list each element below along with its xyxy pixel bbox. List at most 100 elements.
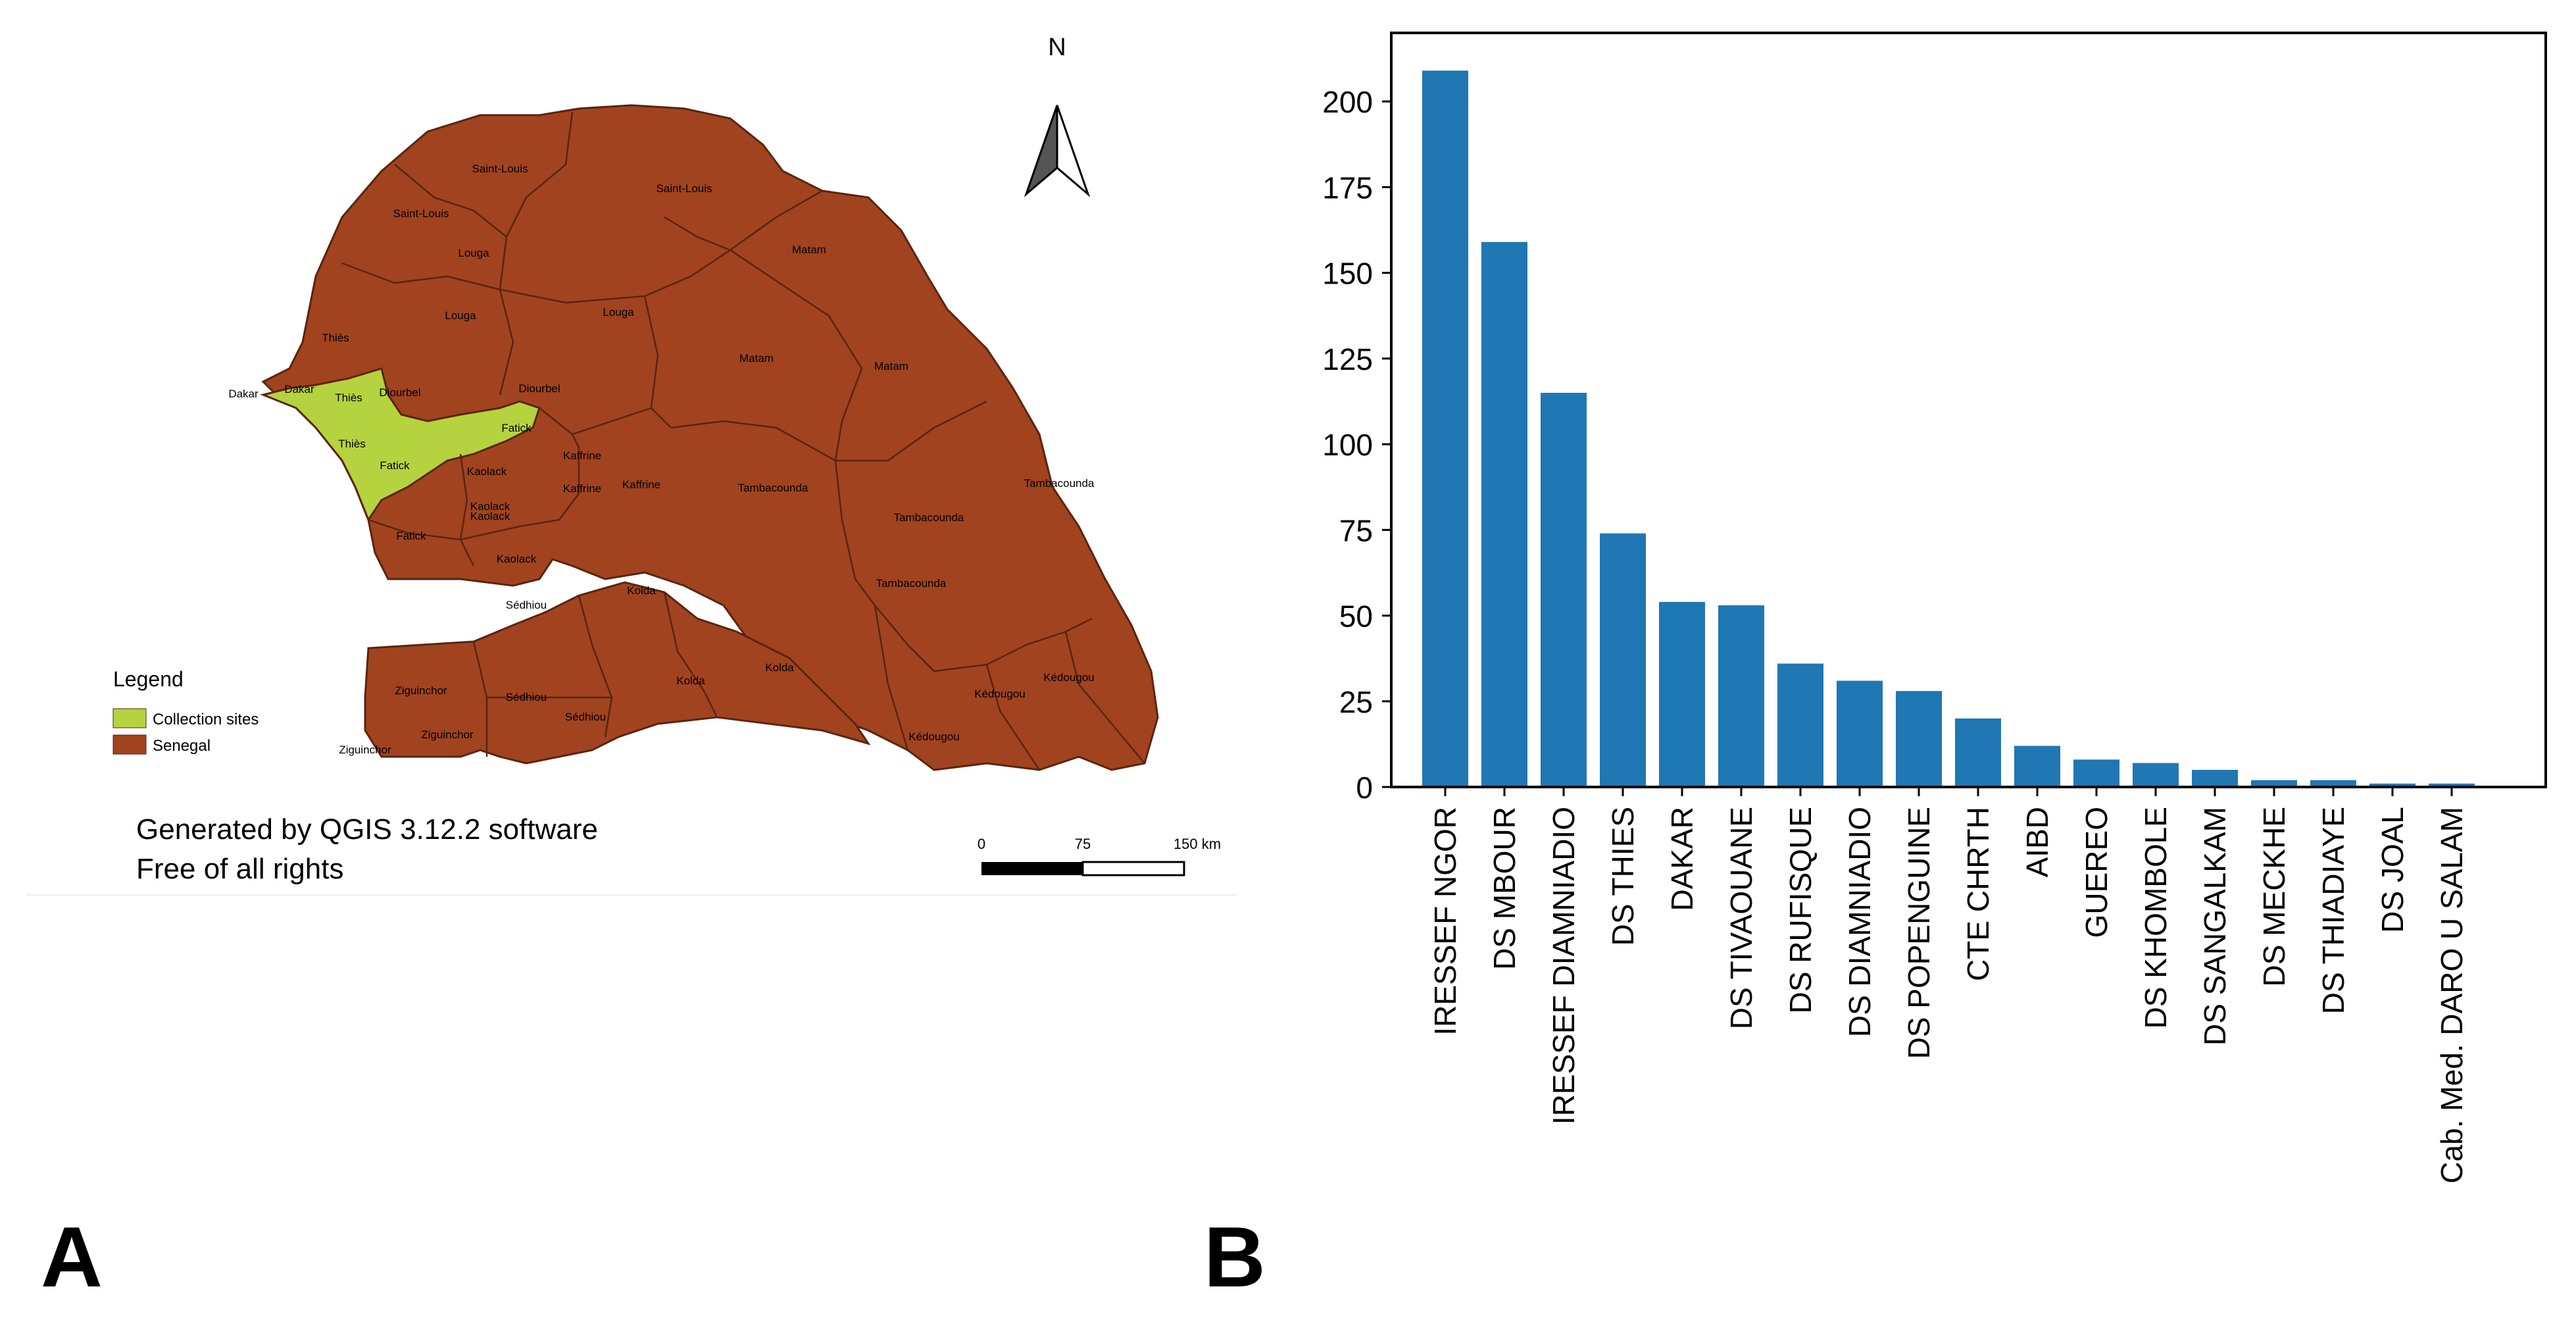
region-label: Thiès [322, 332, 349, 344]
scale-tick-0: 0 [978, 836, 985, 852]
region-label: Diourbel [518, 382, 560, 395]
panel-label-a: A [41, 1209, 103, 1305]
region-label: Louga [603, 306, 634, 318]
x-tick-label: AIBD [2020, 807, 2054, 877]
x-tick-label: DS RUFISQUE [1783, 807, 1818, 1013]
region-label: Matam [792, 243, 826, 256]
scale-tick-75: 75 [1075, 836, 1091, 852]
region-label: Kédougou [908, 730, 960, 743]
region-label: Saint-Louis [656, 182, 712, 195]
y-tick-label: 175 [1322, 170, 1373, 205]
region-label: Tambacounda [894, 511, 964, 524]
bar-2 [1541, 392, 1587, 787]
bar-10 [2014, 746, 2060, 787]
region-label: Sédhiou [506, 599, 547, 611]
region-labels: Saint-Louis Saint-Louis Saint-Louis Louga Lo… [228, 163, 1095, 756]
collection-sites-region [260, 367, 541, 522]
bar-4 [1659, 601, 1705, 787]
y-tick-label: 0 [1356, 771, 1373, 805]
senegal-south-region [364, 581, 871, 765]
region-label: Fatick [501, 422, 532, 434]
region-label: Kédougou [1043, 671, 1095, 684]
x-tick-label: DS SANGALKAM [2198, 807, 2232, 1046]
x-tick-label: DS TIVAOUANE [1724, 807, 1758, 1029]
north-label: N [1048, 34, 1066, 61]
y-tick-label: 75 [1339, 513, 1373, 547]
legend-label-collection-sites: Collection sites [153, 711, 259, 728]
x-tick-label: DS MBOUR [1487, 807, 1522, 970]
bar-6 [1777, 663, 1823, 787]
region-label: Sédhiou [565, 711, 606, 723]
region-label: Kaolack [497, 553, 537, 565]
y-tick-label: 200 [1322, 85, 1373, 119]
x-tick-label: DS JOAL [2375, 807, 2410, 933]
credit-line-2: Free of all rights [136, 853, 343, 885]
region-label: Matam [874, 360, 908, 372]
region-label: Thiès [338, 438, 366, 450]
legend-swatch-senegal [112, 734, 147, 755]
y-tick-label: 125 [1322, 342, 1373, 376]
y-tick-label: 100 [1322, 428, 1373, 462]
region-label: Kaolack [467, 465, 507, 478]
region-label: Kédougou [974, 688, 1026, 700]
bar-7 [1837, 680, 1883, 787]
bar-1 [1481, 241, 1527, 788]
credit-line-1: Generated by QGIS 3.12.2 software [136, 813, 598, 846]
region-label: Tambacounda [738, 482, 808, 494]
bar-17 [2429, 783, 2475, 787]
region-label: Saint-Louis [472, 163, 528, 175]
x-tick-label: GUEREO [2079, 807, 2114, 938]
x-tick-label: DS THIES [1606, 807, 1640, 946]
scale-tick-150: 150 km [1174, 836, 1221, 852]
region-label: Saint-Louis [393, 207, 449, 220]
x-axis-ticks: IRESSEF NGOR DS MBOUR IRESSEF DIAMNIADIO DS… [1428, 787, 2469, 1184]
bar-12 [2133, 763, 2179, 787]
legend-label-senegal: Senegal [153, 737, 211, 755]
region-label: Diourbel [379, 386, 420, 399]
bar-0 [1422, 70, 1468, 787]
region-label: Kaffrine [622, 478, 660, 491]
panel-label-b: B [1204, 1209, 1266, 1305]
bar-15 [2310, 780, 2356, 787]
region-label: Fatick [380, 459, 410, 472]
x-tick-label: IRESSEF NGOR [1428, 807, 1462, 1036]
region-label: Ziguinchor [339, 744, 391, 756]
region-label: Dakar [284, 383, 314, 395]
y-tick-label: 150 [1322, 257, 1373, 291]
x-tick-label: CTE CHRTH [1961, 807, 1995, 981]
region-label: Thiès [335, 392, 362, 404]
region-label: Tambacounda [1024, 477, 1095, 490]
bar-8 [1896, 691, 1942, 787]
region-label: Dakar [228, 388, 259, 400]
x-tick-label: DS DIAMNIADIO [1843, 807, 1877, 1037]
region-label: Kaolack [470, 510, 510, 522]
x-tick-label: IRESSEF DIAMNIADIO [1547, 807, 1581, 1125]
x-tick-label: DS THIADIAYE [2316, 807, 2350, 1014]
y-axis-ticks: 0 25 50 75 100 125 150 175 200 [1322, 85, 1391, 805]
region-label: Ziguinchor [395, 684, 447, 697]
x-tick-label: DS KHOMBOLE [2139, 807, 2173, 1028]
region-label: Ziguinchor [421, 728, 474, 741]
map-panel: Saint-Louis Saint-Louis Saint-Louis Louga Lo… [26, 34, 1237, 896]
region-label: Tambacounda [876, 577, 947, 590]
bar-11 [2073, 759, 2119, 787]
region-label: Sédhiou [506, 691, 547, 703]
region-label: Kolda [765, 661, 794, 674]
scale-bar: 0 75 150 km [978, 836, 1221, 876]
x-tick-label: DAKAR [1665, 807, 1699, 911]
bar-9 [1955, 718, 2001, 787]
bar-16 [2369, 783, 2415, 787]
region-label: Kaffrine [563, 449, 601, 462]
bar-chart: 0 25 50 75 100 125 150 175 200 IRESSEF NGOR DS MB… [1322, 32, 2547, 1184]
region-label: Matam [739, 352, 774, 365]
bar-14 [2251, 780, 2297, 787]
legend-title: Legend [113, 667, 184, 691]
senegal-map [260, 104, 1159, 771]
bar-3 [1600, 533, 1646, 787]
y-tick-label: 25 [1339, 685, 1373, 719]
region-borders [341, 111, 1145, 771]
bar-13 [2192, 769, 2238, 787]
region-label: Kolda [676, 674, 705, 687]
region-label: Fatick [396, 530, 426, 542]
y-tick-label: 50 [1339, 599, 1373, 634]
